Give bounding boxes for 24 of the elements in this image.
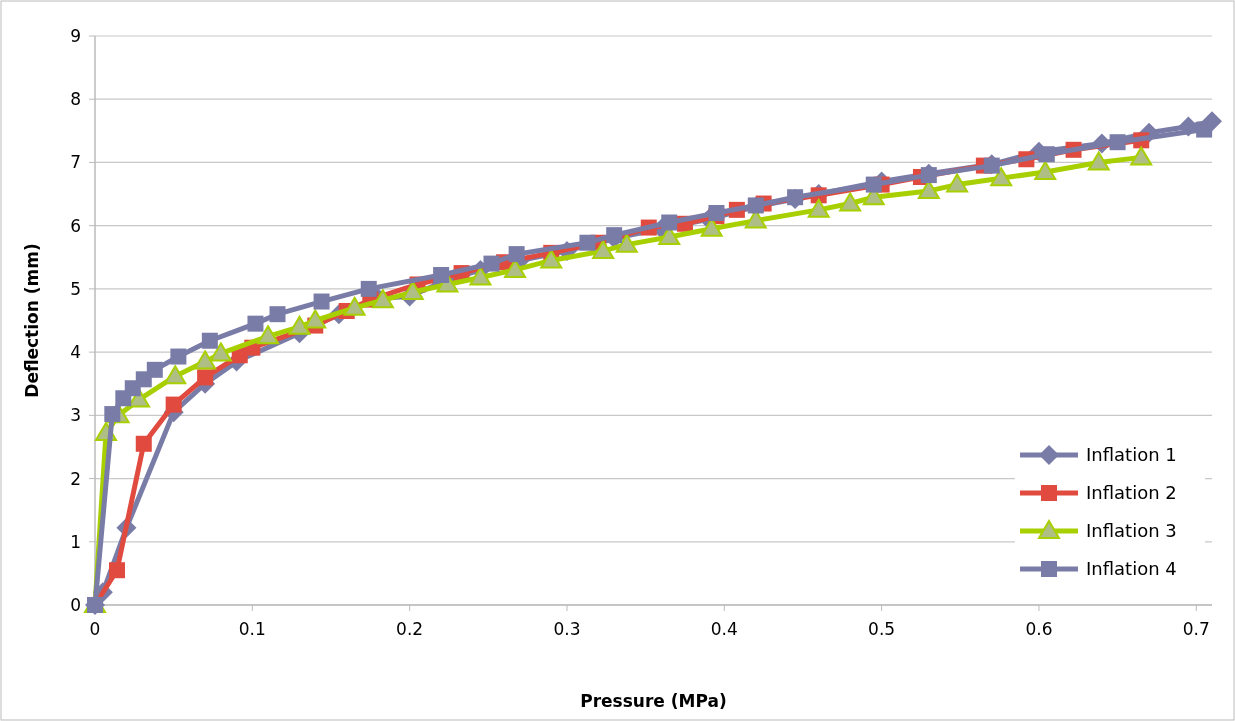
x-tick-label: 0.5 [868,619,896,639]
y-tick-label: 2 [70,468,81,489]
x-tick-label: 0.3 [553,619,581,639]
x-axis-title: Pressure (MPa) [580,691,727,711]
x-tick-label: 0.7 [1182,619,1210,639]
legend-label: Inflation 2 [1086,482,1177,504]
y-tick-label: 3 [70,405,81,426]
y-axis-title: Deflection (mm) [22,243,42,398]
x-tick-label: 0 [89,619,101,639]
y-tick-label: 9 [70,25,81,46]
y-tick-label: 7 [70,152,81,173]
y-tick-label: 0 [70,594,81,615]
legend-label: Inflation 4 [1086,558,1177,580]
x-tick-label: 0.4 [710,619,738,639]
x-tick-label: 0.1 [238,619,266,639]
y-tick-label: 1 [70,531,81,552]
x-tick-label: 0.6 [1025,619,1053,639]
y-tick-label: 5 [70,278,81,299]
x-tick-label: 0.2 [396,619,424,639]
y-tick-label: 6 [70,215,81,236]
legend-label: Inflation 3 [1086,520,1177,542]
legend-label: Inflation 1 [1086,444,1177,466]
y-tick-label: 4 [70,342,81,363]
y-tick-label: 8 [70,89,81,110]
